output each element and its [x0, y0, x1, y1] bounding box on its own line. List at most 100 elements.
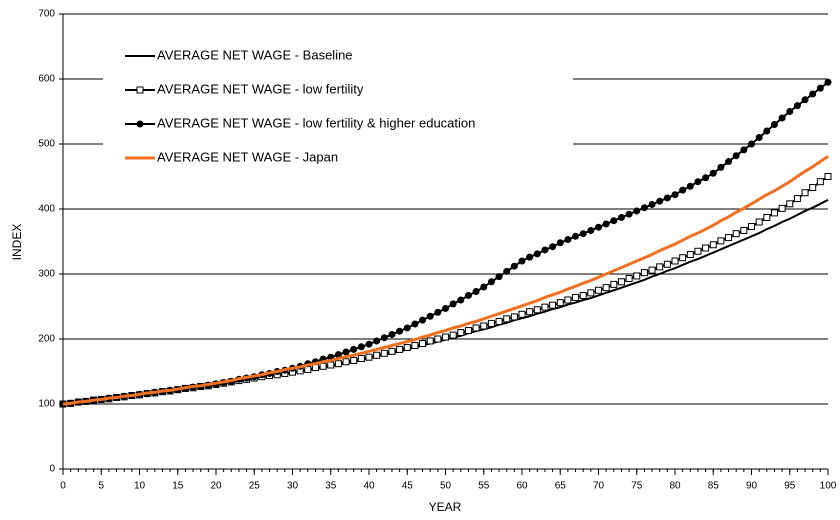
marker	[740, 146, 748, 154]
y-tick-label: 300	[38, 269, 55, 280]
marker	[816, 178, 824, 186]
marker	[304, 366, 312, 374]
marker	[587, 226, 595, 234]
marker	[702, 244, 710, 252]
marker	[380, 349, 388, 357]
x-tick-label: 25	[249, 481, 261, 492]
marker	[633, 207, 641, 215]
marker	[419, 340, 427, 348]
x-tick-label: 35	[325, 481, 337, 492]
marker	[357, 343, 365, 351]
x-tick-label: 65	[555, 481, 567, 492]
y-tick-label: 500	[38, 139, 55, 150]
marker	[533, 250, 541, 258]
marker	[510, 262, 518, 270]
marker	[801, 189, 809, 197]
marker	[595, 223, 602, 231]
marker	[740, 226, 748, 234]
x-tick-label: 80	[669, 481, 681, 492]
marker	[725, 158, 733, 166]
marker	[434, 335, 442, 343]
marker	[136, 120, 144, 128]
marker	[464, 327, 472, 335]
x-tick-label: 45	[402, 481, 414, 492]
marker	[717, 163, 725, 171]
marker	[533, 306, 541, 314]
marker	[572, 293, 580, 301]
marker	[610, 217, 618, 225]
marker	[640, 204, 648, 212]
marker	[396, 327, 404, 335]
marker	[564, 236, 572, 244]
legend-label: AVERAGE NET WAGE - low fertility & highe…	[157, 115, 475, 130]
marker	[755, 134, 763, 141]
marker	[449, 300, 457, 308]
x-tick-label: 85	[708, 481, 720, 492]
marker	[487, 278, 495, 286]
marker	[786, 108, 794, 115]
marker	[732, 230, 740, 238]
marker	[572, 232, 580, 240]
legend-background	[103, 36, 573, 194]
marker	[403, 343, 411, 351]
marker	[709, 241, 717, 249]
marker	[824, 173, 832, 180]
marker	[694, 247, 702, 255]
x-tick-label: 40	[363, 481, 375, 492]
marker	[793, 102, 801, 110]
series-line	[62, 155, 829, 406]
marker	[426, 312, 434, 320]
marker	[686, 251, 694, 258]
y-tick-label: 100	[38, 399, 55, 410]
marker	[495, 273, 503, 281]
marker	[365, 340, 373, 348]
marker	[671, 257, 679, 265]
marker	[541, 303, 549, 311]
marker	[487, 319, 495, 327]
marker	[449, 331, 457, 339]
marker	[587, 289, 595, 297]
marker	[663, 194, 671, 202]
marker	[457, 296, 465, 304]
marker	[816, 84, 824, 92]
x-tick-label: 55	[478, 481, 490, 492]
marker	[617, 213, 625, 221]
marker	[809, 184, 817, 192]
marker	[656, 197, 664, 205]
marker	[510, 313, 518, 321]
y-tick-label: 200	[38, 334, 55, 345]
marker	[426, 337, 434, 345]
x-tick-label: 0	[60, 481, 66, 492]
marker	[694, 178, 702, 186]
marker	[411, 342, 419, 349]
marker	[725, 234, 733, 242]
marker	[778, 204, 786, 212]
marker	[679, 254, 687, 262]
marker	[625, 275, 633, 283]
marker	[457, 329, 465, 336]
marker	[503, 315, 511, 323]
marker	[350, 345, 358, 353]
marker	[778, 114, 786, 122]
y-axis-title: INDEX	[10, 224, 24, 261]
marker	[679, 186, 687, 194]
x-axis-title: YEAR	[429, 500, 462, 514]
marker	[342, 358, 350, 366]
marker	[495, 317, 503, 325]
marker	[518, 257, 526, 265]
x-tick-label: 30	[287, 481, 299, 492]
marker	[403, 324, 411, 332]
marker	[770, 121, 778, 128]
marker	[549, 301, 557, 309]
series-line	[62, 199, 829, 405]
x-tick-label: 75	[631, 481, 643, 492]
marker	[411, 320, 419, 328]
marker	[380, 334, 388, 342]
marker	[442, 333, 449, 341]
marker	[480, 283, 488, 291]
marker	[319, 362, 327, 370]
marker	[472, 288, 480, 296]
marker	[602, 284, 610, 292]
marker	[625, 210, 633, 218]
